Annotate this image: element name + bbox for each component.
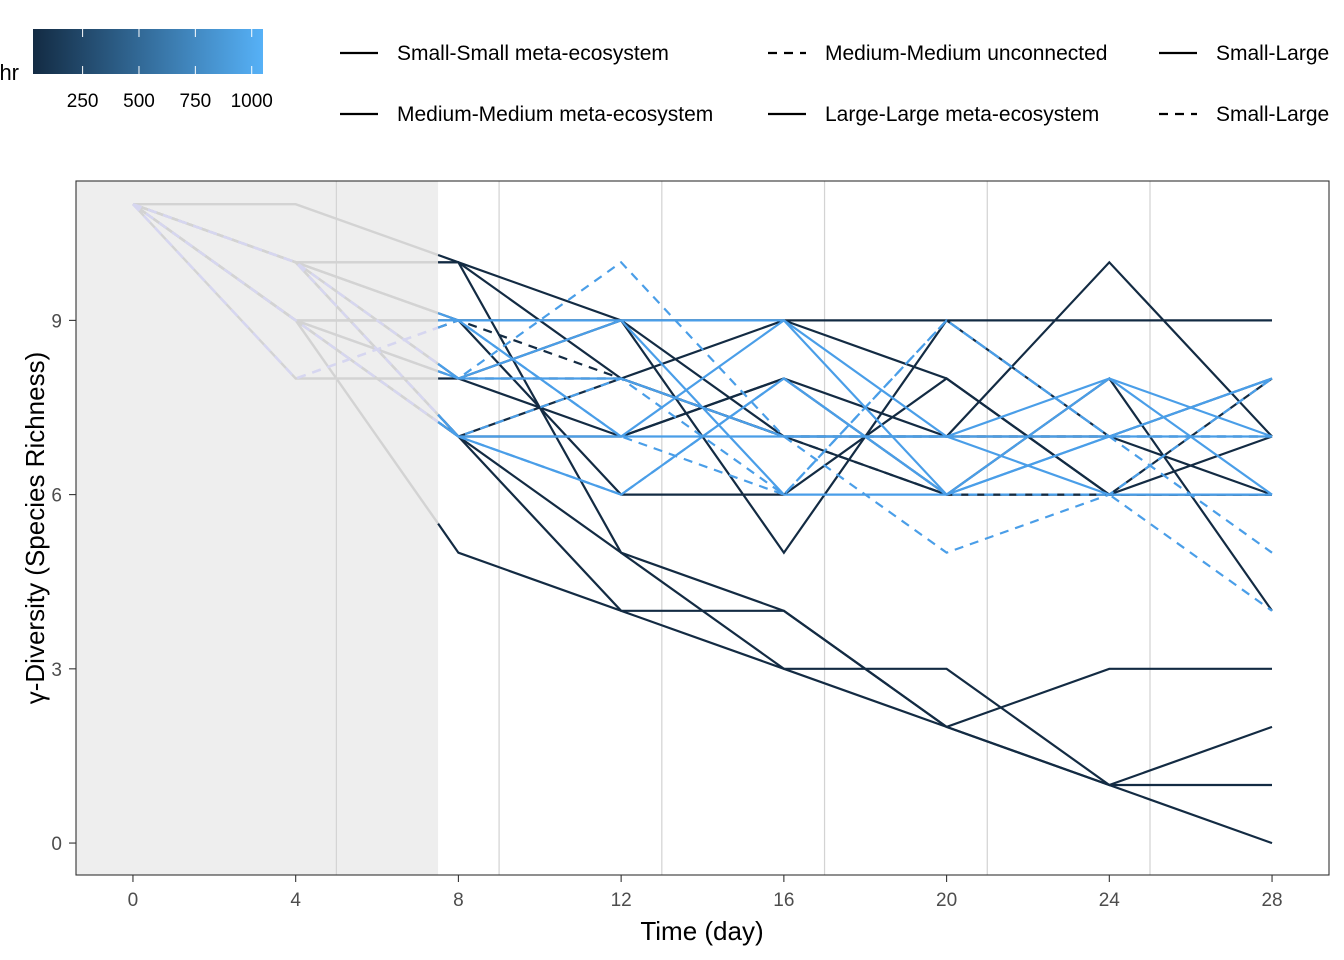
y-tick-label: 3 <box>51 660 62 681</box>
panel-border <box>75 180 1330 876</box>
x-axis-title: Time (day) <box>640 916 763 946</box>
legend-label: Large-Large meta-ecosystem <box>825 103 1099 126</box>
legend-item: Small-Large <box>1159 42 1329 65</box>
legend-label: Medium-Medium unconnected <box>825 42 1107 65</box>
x-tick-label: 20 <box>936 890 957 911</box>
colorbar-legend: hr 250 500 750 1000 <box>0 29 273 112</box>
plot-panel <box>75 180 1330 876</box>
y-tick-label: 6 <box>51 486 62 507</box>
legend-item: Large-Large meta-ecosystem <box>768 103 1099 126</box>
x-tick-label: 0 <box>128 890 139 911</box>
series-line-pre-22 <box>132 203 439 416</box>
legend-item: Medium-Medium meta-ecosystem <box>340 103 713 126</box>
y-axis-title: γ-Diversity (Species Richness) <box>20 352 50 705</box>
y-tick-label: 0 <box>51 834 62 855</box>
x-tick-label: 28 <box>1261 890 1282 911</box>
legend-label: Small-Small meta-ecosystem <box>397 42 669 65</box>
legend-label: Small-Large <box>1216 103 1329 126</box>
x-axis: 0 4 8 12 16 20 24 28 <box>128 875 1283 911</box>
colorbar-title: hr <box>0 60 19 85</box>
colorbar-ticks: 250 500 750 1000 <box>67 29 273 112</box>
legend-item: Medium-Medium unconnected <box>768 42 1107 65</box>
series-line-23 <box>437 318 1272 497</box>
series-line-pre-20 <box>132 203 439 365</box>
series-line-pre-23 <box>132 203 439 423</box>
x-tick-label: 16 <box>773 890 794 911</box>
colorbar-tick-label: 250 <box>67 91 99 112</box>
linetype-legend: Small-Small meta-ecosystem Medium-Medium … <box>340 42 1329 126</box>
series-line-pre-4 <box>132 203 439 380</box>
series-line-20 <box>437 260 1273 554</box>
legend-label: Small-Large <box>1216 42 1329 65</box>
series-lines <box>132 203 1273 845</box>
vertical-gridlines <box>335 181 1151 875</box>
x-tick-label: 12 <box>611 890 632 911</box>
colorbar-tick-label: 500 <box>123 91 155 112</box>
y-axis: 0 3 6 9 <box>51 311 76 855</box>
colorbar-tick-label: 750 <box>180 91 212 112</box>
colorbar-gradient <box>33 29 263 74</box>
shaded-acclimation-region <box>76 181 439 875</box>
series-line-pre-0 <box>133 203 439 257</box>
x-tick-label: 4 <box>290 890 301 911</box>
legend-item: Small-Small meta-ecosystem <box>340 42 669 65</box>
series-line-pre-21 <box>132 203 439 380</box>
legend-item: Small-Large <box>1159 103 1329 126</box>
x-tick-label: 8 <box>453 890 464 911</box>
y-tick-label: 9 <box>51 311 62 332</box>
x-tick-label: 24 <box>1099 890 1121 911</box>
legend-label: Medium-Medium meta-ecosystem <box>397 103 713 126</box>
series-line-22 <box>437 377 1273 612</box>
colorbar-tick-label: 1000 <box>231 91 273 112</box>
